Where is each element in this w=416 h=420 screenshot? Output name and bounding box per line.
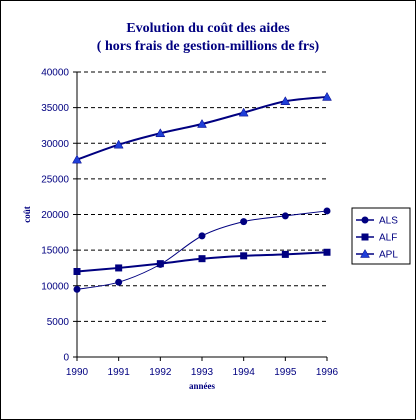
y-tick-label: 35000: [41, 103, 69, 114]
y-tick-label: 30000: [41, 139, 69, 150]
legend-label: ALS: [379, 216, 398, 227]
chart-title: Evolution du coût des aides: [126, 21, 290, 36]
data-point-als: [115, 278, 123, 286]
data-point-apl: [72, 154, 82, 164]
y-tick-label: 25000: [41, 174, 69, 185]
data-point-alf: [323, 248, 331, 256]
data-point-apl: [238, 107, 249, 117]
y-tick-label: 40000: [41, 68, 69, 79]
y-tick-label: 10000: [41, 281, 69, 292]
data-point-alf: [198, 255, 206, 263]
x-tick-label: 1991: [108, 367, 131, 378]
x-axis-label: années: [189, 381, 216, 391]
legend-marker: [361, 233, 369, 241]
data-point-alf: [240, 252, 248, 260]
y-axis-label: coût: [22, 206, 32, 223]
x-tick-label: 1990: [66, 367, 89, 378]
legend-label: ALF: [379, 233, 397, 244]
data-point-alf: [281, 250, 289, 258]
data-point-apl: [155, 128, 166, 138]
y-tick-label: 20000: [41, 210, 69, 221]
data-point-apl: [322, 91, 332, 101]
data-point-als: [73, 285, 81, 293]
data-point-als: [240, 218, 248, 226]
x-tick-label: 1992: [149, 367, 172, 378]
x-tick-label: 1996: [316, 367, 339, 378]
y-tick-label: 5000: [47, 317, 70, 328]
legend-label: APL: [379, 250, 398, 261]
data-point-apl: [197, 119, 207, 128]
data-point-als: [198, 232, 206, 240]
x-tick-label: 1995: [274, 367, 297, 378]
data-point-als: [281, 212, 289, 220]
x-tick-label: 1993: [191, 367, 214, 378]
y-tick-label: 15000: [41, 246, 69, 257]
series-line-apl: [76, 95, 328, 161]
data-point-apl: [113, 139, 124, 149]
data-point-alf: [73, 268, 81, 275]
legend-marker: [361, 216, 369, 224]
legend-marker: [360, 248, 370, 258]
data-point-alf: [115, 264, 123, 272]
data-point-alf: [156, 260, 164, 268]
data-point-apl: [280, 96, 291, 105]
x-tick-label: 1994: [233, 367, 256, 378]
data-point-als: [323, 207, 331, 215]
y-tick-label: 0: [63, 353, 69, 364]
chart-subtitle: ( hors frais de gestion-millions de frs): [96, 39, 320, 54]
